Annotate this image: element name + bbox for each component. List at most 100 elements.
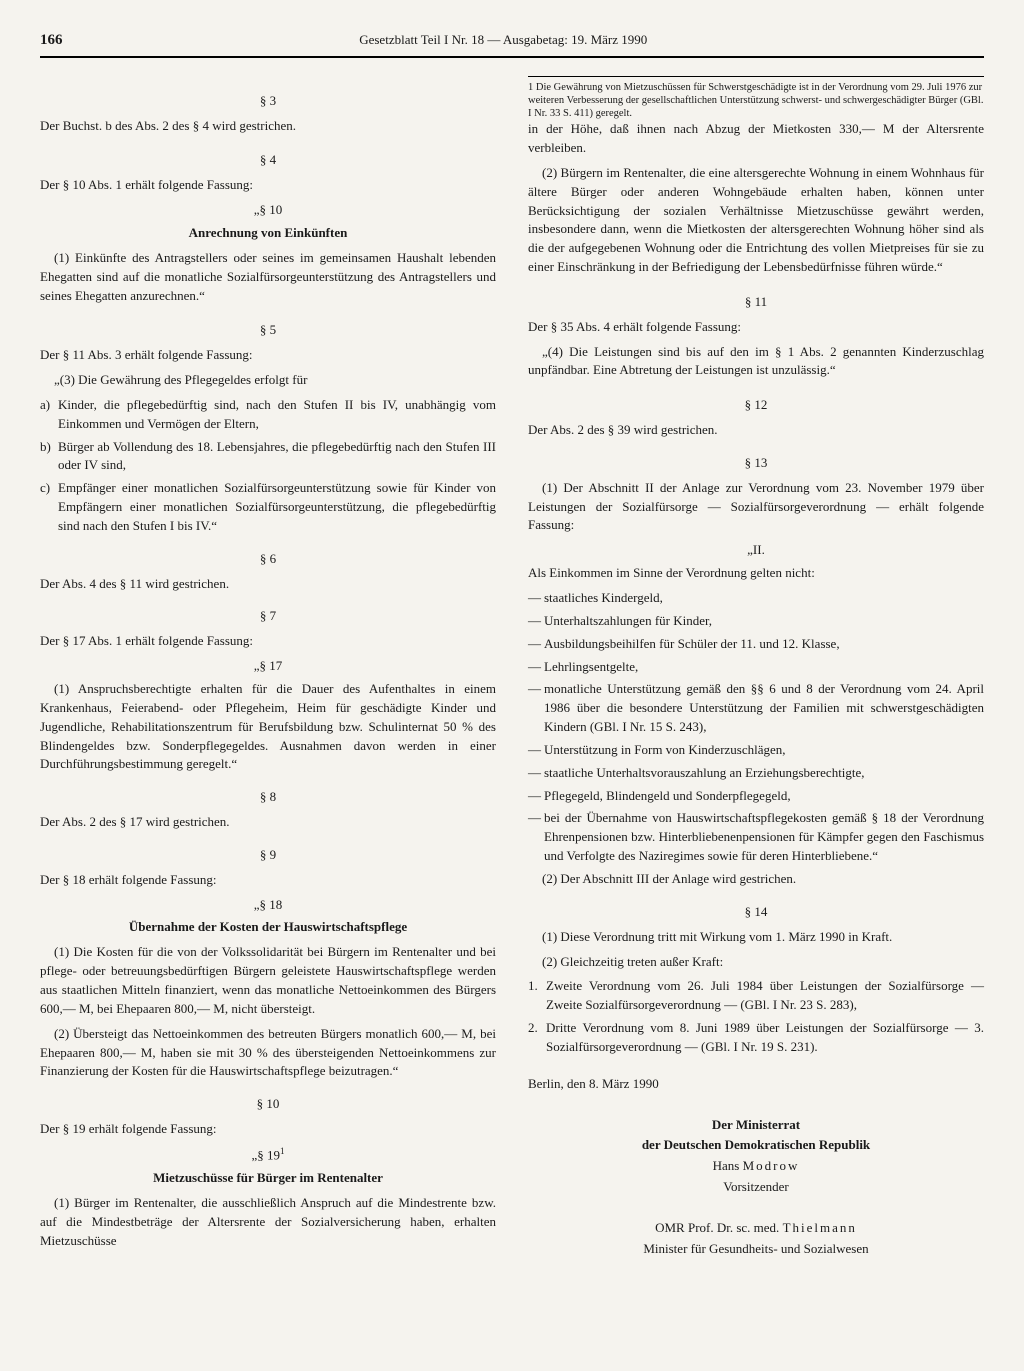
- section-10-head: § 10: [40, 1095, 496, 1114]
- list-body: Empfänger einer monatlichen Sozialfürsor…: [58, 479, 496, 536]
- section-10-quote-p1: (1) Bürger im Rentenalter, die ausschlie…: [40, 1194, 496, 1251]
- section-11-head: § 11: [528, 293, 984, 312]
- dash-body: Unterhaltszahlungen für Kinder,: [544, 612, 984, 631]
- signature-block: Der Ministerrat der Deutschen Demokratis…: [528, 1116, 984, 1259]
- section-5-p2: „(3) Die Gewährung des Pflegegeldes erfo…: [40, 371, 496, 390]
- sig2-title: OMR Prof. Dr. sc. med.: [655, 1220, 782, 1235]
- dash-item: —Unterhaltszahlungen für Kinder,: [528, 612, 984, 631]
- sig-name-first: Hans: [713, 1158, 743, 1173]
- dash-item: —Pflegegeld, Blindengeld und Sonderpfleg…: [528, 787, 984, 806]
- page-number: 166: [40, 30, 63, 52]
- section-9-quote-title: Übernahme der Kosten der Hauswirtschafts…: [40, 918, 496, 937]
- list-body: Bürger ab Vollendung des 18. Lebensjahre…: [58, 438, 496, 476]
- dash-marker: —: [528, 809, 544, 866]
- sig-name-last: Modrow: [743, 1158, 800, 1173]
- dash-item: —monatliche Unterstützung gemäß den §§ 6…: [528, 680, 984, 737]
- section-12-text: Der Abs. 2 des § 39 wird gestrichen.: [528, 421, 984, 440]
- dash-marker: —: [528, 741, 544, 760]
- sig-line-3: Hans Modrow: [528, 1157, 984, 1176]
- quote-head-text: „§ 19: [251, 1147, 280, 1162]
- section-4-quote-p1: (1) Einkünfte des Antragstellers oder se…: [40, 249, 496, 306]
- section-6-head: § 6: [40, 550, 496, 569]
- dash-item: —staatliches Kindergeld,: [528, 589, 984, 608]
- dash-body: Lehrlingsentgelte,: [544, 658, 984, 677]
- section-10-quote-head: „§ 191: [40, 1145, 496, 1165]
- section-14-item-2: 2. Dritte Verordnung vom 8. Juni 1989 üb…: [528, 1019, 984, 1057]
- dash-body: Ausbildungsbeihilfen für Schüler der 11.…: [544, 635, 984, 654]
- dash-body: monatliche Unterstützung gemäß den §§ 6 …: [544, 680, 984, 737]
- section-13-head: § 13: [528, 454, 984, 473]
- sig-line-6: Minister für Gesundheits- und Sozialwese…: [528, 1240, 984, 1259]
- dash-marker: —: [528, 680, 544, 737]
- footnote: 1 Die Gewährung von Mietzuschüssen für S…: [528, 76, 984, 120]
- list-marker: a): [40, 396, 58, 434]
- section-7-intro: Der § 17 Abs. 1 erhält folgende Fassung:: [40, 632, 496, 651]
- num-marker: 2.: [528, 1019, 546, 1057]
- dash-body: bei der Übernahme von Hauswirtschaftspfl…: [544, 809, 984, 866]
- dash-marker: —: [528, 787, 544, 806]
- section-7-head: § 7: [40, 607, 496, 626]
- section-10-intro: Der § 19 erhält folgende Fassung:: [40, 1120, 496, 1139]
- section-14-p2: (2) Gleichzeitig treten außer Kraft:: [528, 953, 984, 972]
- dash-body: Pflegegeld, Blindengeld und Sonderpflege…: [544, 787, 984, 806]
- dash-item: —staatliche Unterhaltsvorauszahlung an E…: [528, 764, 984, 783]
- section-11-intro: Der § 35 Abs. 4 erhält folgende Fassung:: [528, 318, 984, 337]
- section-14-p1: (1) Diese Verordnung tritt mit Wirkung v…: [528, 928, 984, 947]
- dash-item: —Lehrlingsentgelte,: [528, 658, 984, 677]
- num-body: Zweite Verordnung vom 26. Juli 1984 über…: [546, 977, 984, 1015]
- section-6-text: Der Abs. 4 des § 11 wird gestrichen.: [40, 575, 496, 594]
- section-9-quote-p1: (1) Die Kosten für die von der Volkssoli…: [40, 943, 496, 1018]
- document-body: § 3 Der Buchst. b des Abs. 2 des § 4 wir…: [40, 76, 984, 1261]
- list-marker: b): [40, 438, 58, 476]
- section-8-text: Der Abs. 2 des § 17 wird gestrichen.: [40, 813, 496, 832]
- section-5-intro: Der § 11 Abs. 3 erhält folgende Fassung:: [40, 346, 496, 365]
- section-11-p2: „(4) Die Leistungen sind bis auf den im …: [528, 343, 984, 381]
- section-3-text: Der Buchst. b des Abs. 2 des § 4 wird ge…: [40, 117, 496, 136]
- section-9-intro: Der § 18 erhält folgende Fassung:: [40, 871, 496, 890]
- section-13-p1: (1) Der Abschnitt II der Anlage zur Vero…: [528, 479, 984, 536]
- section-5-head: § 5: [40, 321, 496, 340]
- dash-marker: —: [528, 635, 544, 654]
- section-13-quote-head: „II.: [528, 541, 984, 560]
- dash-marker: —: [528, 658, 544, 677]
- section-4-quote-title: Anrechnung von Einkünften: [40, 224, 496, 243]
- section-10-cont-p2: in der Höhe, daß ihnen nach Abzug der Mi…: [528, 120, 984, 158]
- section-7-quote-head: „§ 17: [40, 657, 496, 676]
- list-marker: c): [40, 479, 58, 536]
- sig-line-5: OMR Prof. Dr. sc. med. Thielmann: [528, 1219, 984, 1238]
- section-13-p2: (2) Der Abschnitt III der Anlage wird ge…: [528, 870, 984, 889]
- dash-body: Unterstützung in Form von Kinderzuschläg…: [544, 741, 984, 760]
- dash-marker: —: [528, 612, 544, 631]
- section-14-item-1: 1. Zweite Verordnung vom 26. Juli 1984 ü…: [528, 977, 984, 1015]
- section-4-head: § 4: [40, 151, 496, 170]
- section-10-cont-p3: (2) Bürgern im Rentenalter, die eine alt…: [528, 164, 984, 277]
- sig-line-2: der Deutschen Demokratischen Republik: [528, 1136, 984, 1155]
- section-10-quote-title: Mietzuschüsse für Bürger im Rentenalter: [40, 1169, 496, 1188]
- list-body: Kinder, die pflegebedürftig sind, nach d…: [58, 396, 496, 434]
- num-body: Dritte Verordnung vom 8. Juni 1989 über …: [546, 1019, 984, 1057]
- sig-line-1: Der Ministerrat: [528, 1116, 984, 1135]
- header-title: Gesetzblatt Teil I Nr. 18 — Ausgabetag: …: [359, 31, 647, 50]
- dash-item: —Ausbildungsbeihilfen für Schüler der 11…: [528, 635, 984, 654]
- dash-marker: —: [528, 764, 544, 783]
- sig-line-4: Vorsitzender: [528, 1178, 984, 1197]
- section-9-quote-p2: (2) Übersteigt das Nettoeinkommen des be…: [40, 1025, 496, 1082]
- footnote-ref: 1: [280, 1146, 285, 1156]
- section-4-quote-head: „§ 10: [40, 201, 496, 220]
- section-7-quote-p1: (1) Anspruchsberechtigte erhalten für di…: [40, 680, 496, 774]
- section-4-intro: Der § 10 Abs. 1 erhält folgende Fassung:: [40, 176, 496, 195]
- page-header: 166 Gesetzblatt Teil I Nr. 18 — Ausgabet…: [40, 30, 984, 58]
- dash-body: staatliche Unterhaltsvorauszahlung an Er…: [544, 764, 984, 783]
- section-8-head: § 8: [40, 788, 496, 807]
- section-13-quote-intro: Als Einkommen im Sinne der Verordnung ge…: [528, 564, 984, 583]
- section-5-item-c: c) Empfänger einer monatlichen Sozialfür…: [40, 479, 496, 536]
- section-5-item-a: a) Kinder, die pflegebedürftig sind, nac…: [40, 396, 496, 434]
- dash-item: —bei der Übernahme von Hauswirtschaftspf…: [528, 809, 984, 866]
- dash-item: —Unterstützung in Form von Kinderzuschlä…: [528, 741, 984, 760]
- location-date: Berlin, den 8. März 1990: [528, 1075, 984, 1094]
- section-14-head: § 14: [528, 903, 984, 922]
- section-5-item-b: b) Bürger ab Vollendung des 18. Lebensja…: [40, 438, 496, 476]
- section-9-head: § 9: [40, 846, 496, 865]
- dash-marker: —: [528, 589, 544, 608]
- sig2-name: Thielmann: [783, 1220, 857, 1235]
